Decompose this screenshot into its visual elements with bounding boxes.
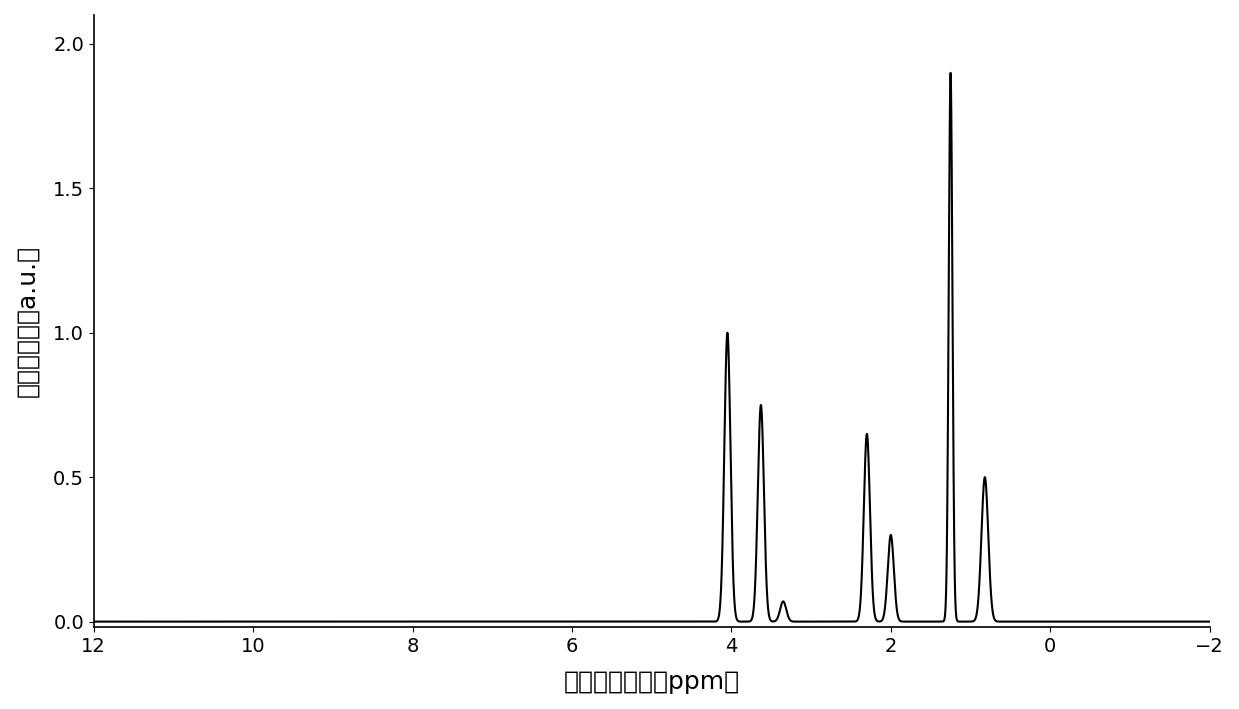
Y-axis label: 特征峰强度（a.u.）: 特征峰强度（a.u.） — [15, 245, 38, 397]
X-axis label: 相对化学位移（ppm）: 相对化学位移（ppm） — [564, 670, 740, 694]
